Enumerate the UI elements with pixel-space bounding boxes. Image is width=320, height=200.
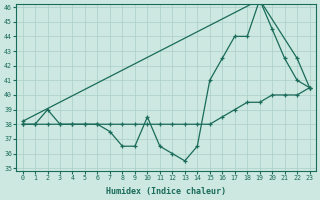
X-axis label: Humidex (Indice chaleur): Humidex (Indice chaleur) [106, 187, 226, 196]
